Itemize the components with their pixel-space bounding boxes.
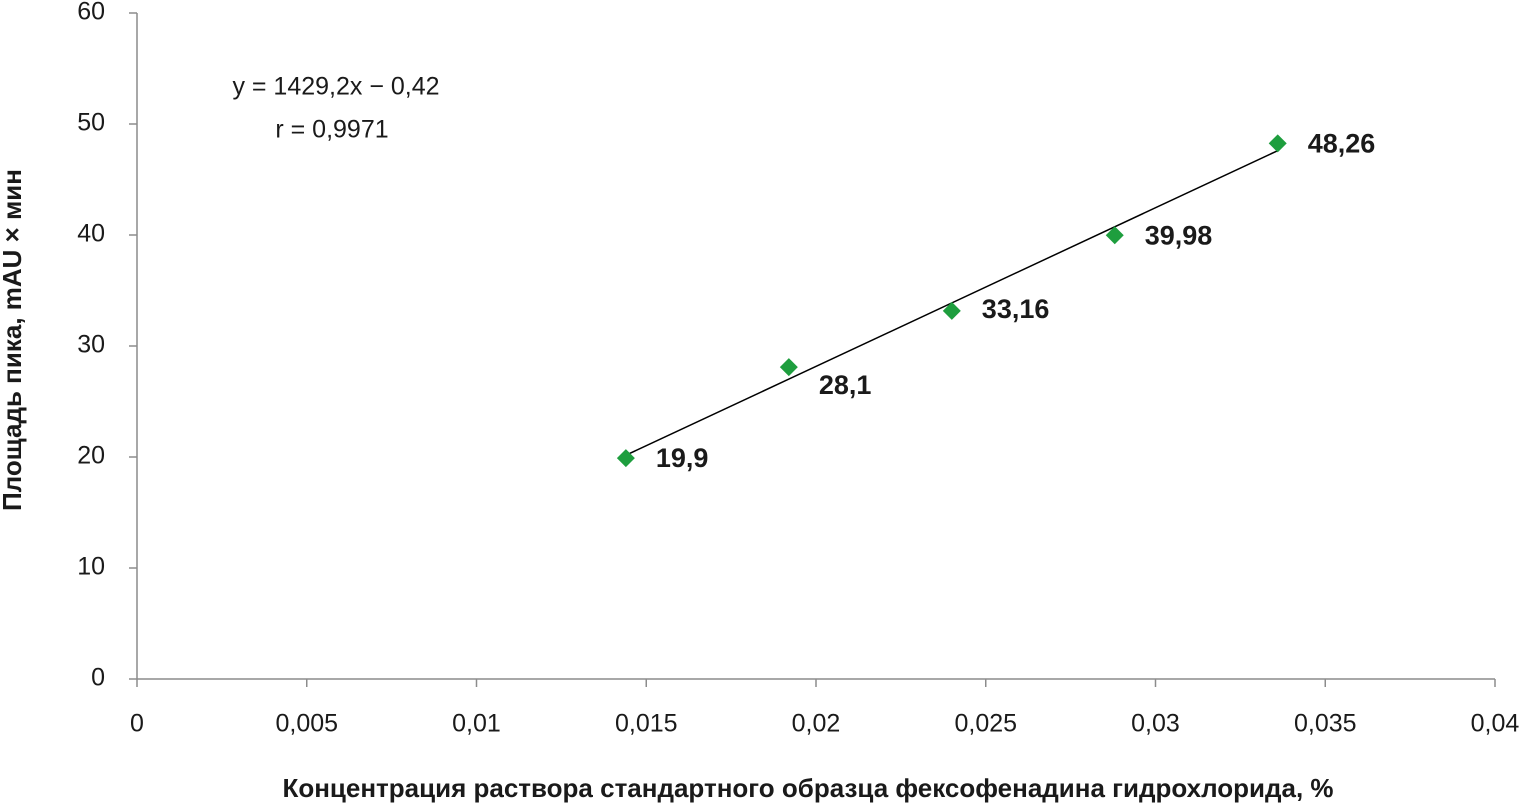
marker	[616, 449, 635, 468]
marker	[1268, 134, 1287, 153]
y-tick-label: 10	[77, 553, 105, 581]
y-tick-label: 40	[77, 220, 105, 248]
x-tick-label: 0,025	[954, 710, 1017, 738]
marker	[779, 358, 798, 377]
x-tick-label: 0,035	[1294, 710, 1357, 738]
equation: y = 1429,2x − 0,42	[232, 73, 439, 101]
data-label: 19,9	[656, 443, 709, 473]
data-label: 39,98	[1145, 220, 1213, 250]
x-tick-label: 0,03	[1131, 710, 1180, 738]
y-tick-label: 0	[91, 664, 105, 692]
data-label: 28,1	[819, 370, 872, 400]
data-label: 33,16	[982, 294, 1050, 324]
x-tick-label: 0,01	[452, 710, 501, 738]
y-tick-label: 50	[77, 109, 105, 137]
x-axis-title: Концентрация раствора стандартного образ…	[282, 773, 1333, 803]
data-label: 48,26	[1308, 128, 1376, 158]
x-tick-label: 0,015	[615, 710, 678, 738]
x-tick-label: 0,005	[275, 710, 338, 738]
y-tick-label: 30	[77, 331, 105, 359]
marker	[942, 301, 961, 320]
y-tick-label: 60	[77, 0, 105, 26]
x-tick-label: 0,04	[1471, 710, 1520, 738]
marker	[1105, 226, 1124, 245]
y-axis-title: Площадь пика, mAU × мин	[0, 169, 27, 511]
y-tick-label: 20	[77, 442, 105, 470]
x-tick-label: 0,02	[792, 710, 841, 738]
x-tick-label: 0	[130, 710, 144, 738]
correlation: r = 0,9971	[275, 116, 388, 144]
